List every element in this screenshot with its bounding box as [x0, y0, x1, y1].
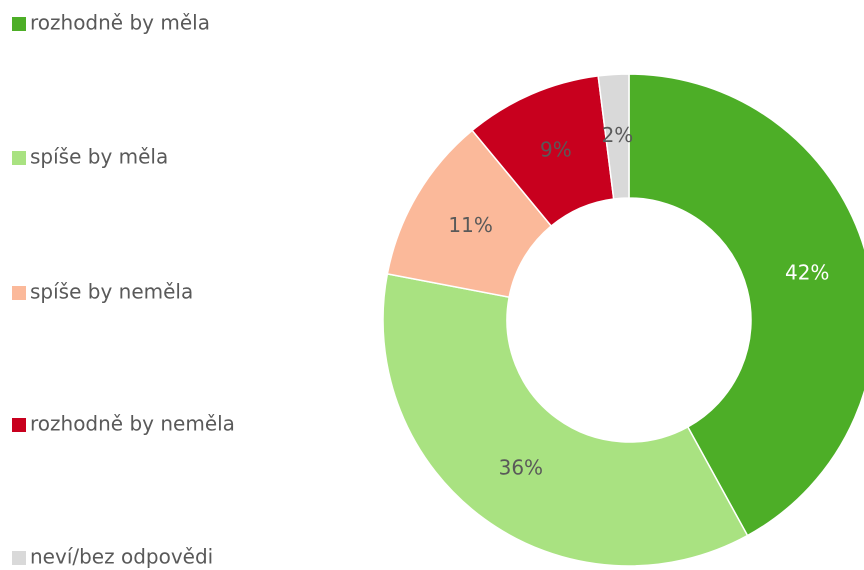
data-label: 9%	[540, 138, 572, 162]
data-label: 11%	[448, 213, 492, 237]
donut-slice	[628, 73, 864, 537]
data-label: 36%	[499, 455, 543, 479]
legend-swatch	[12, 151, 26, 165]
legend-label: rozhodně by neměla	[30, 412, 235, 436]
legend-label: rozhodně by měla	[30, 11, 210, 35]
legend-label: spíše by měla	[30, 145, 168, 169]
data-label: 42%	[785, 261, 829, 285]
donut-slice	[597, 73, 630, 200]
legend-label: neví/bez odpovědi	[30, 545, 213, 569]
donut-slice	[382, 273, 749, 567]
legend-swatch	[12, 551, 26, 565]
legend-label: spíše by neměla	[30, 280, 193, 304]
legend-swatch	[12, 17, 26, 31]
legend-swatch	[12, 286, 26, 300]
data-label: 2%	[602, 123, 634, 147]
legend-swatch	[12, 418, 26, 432]
